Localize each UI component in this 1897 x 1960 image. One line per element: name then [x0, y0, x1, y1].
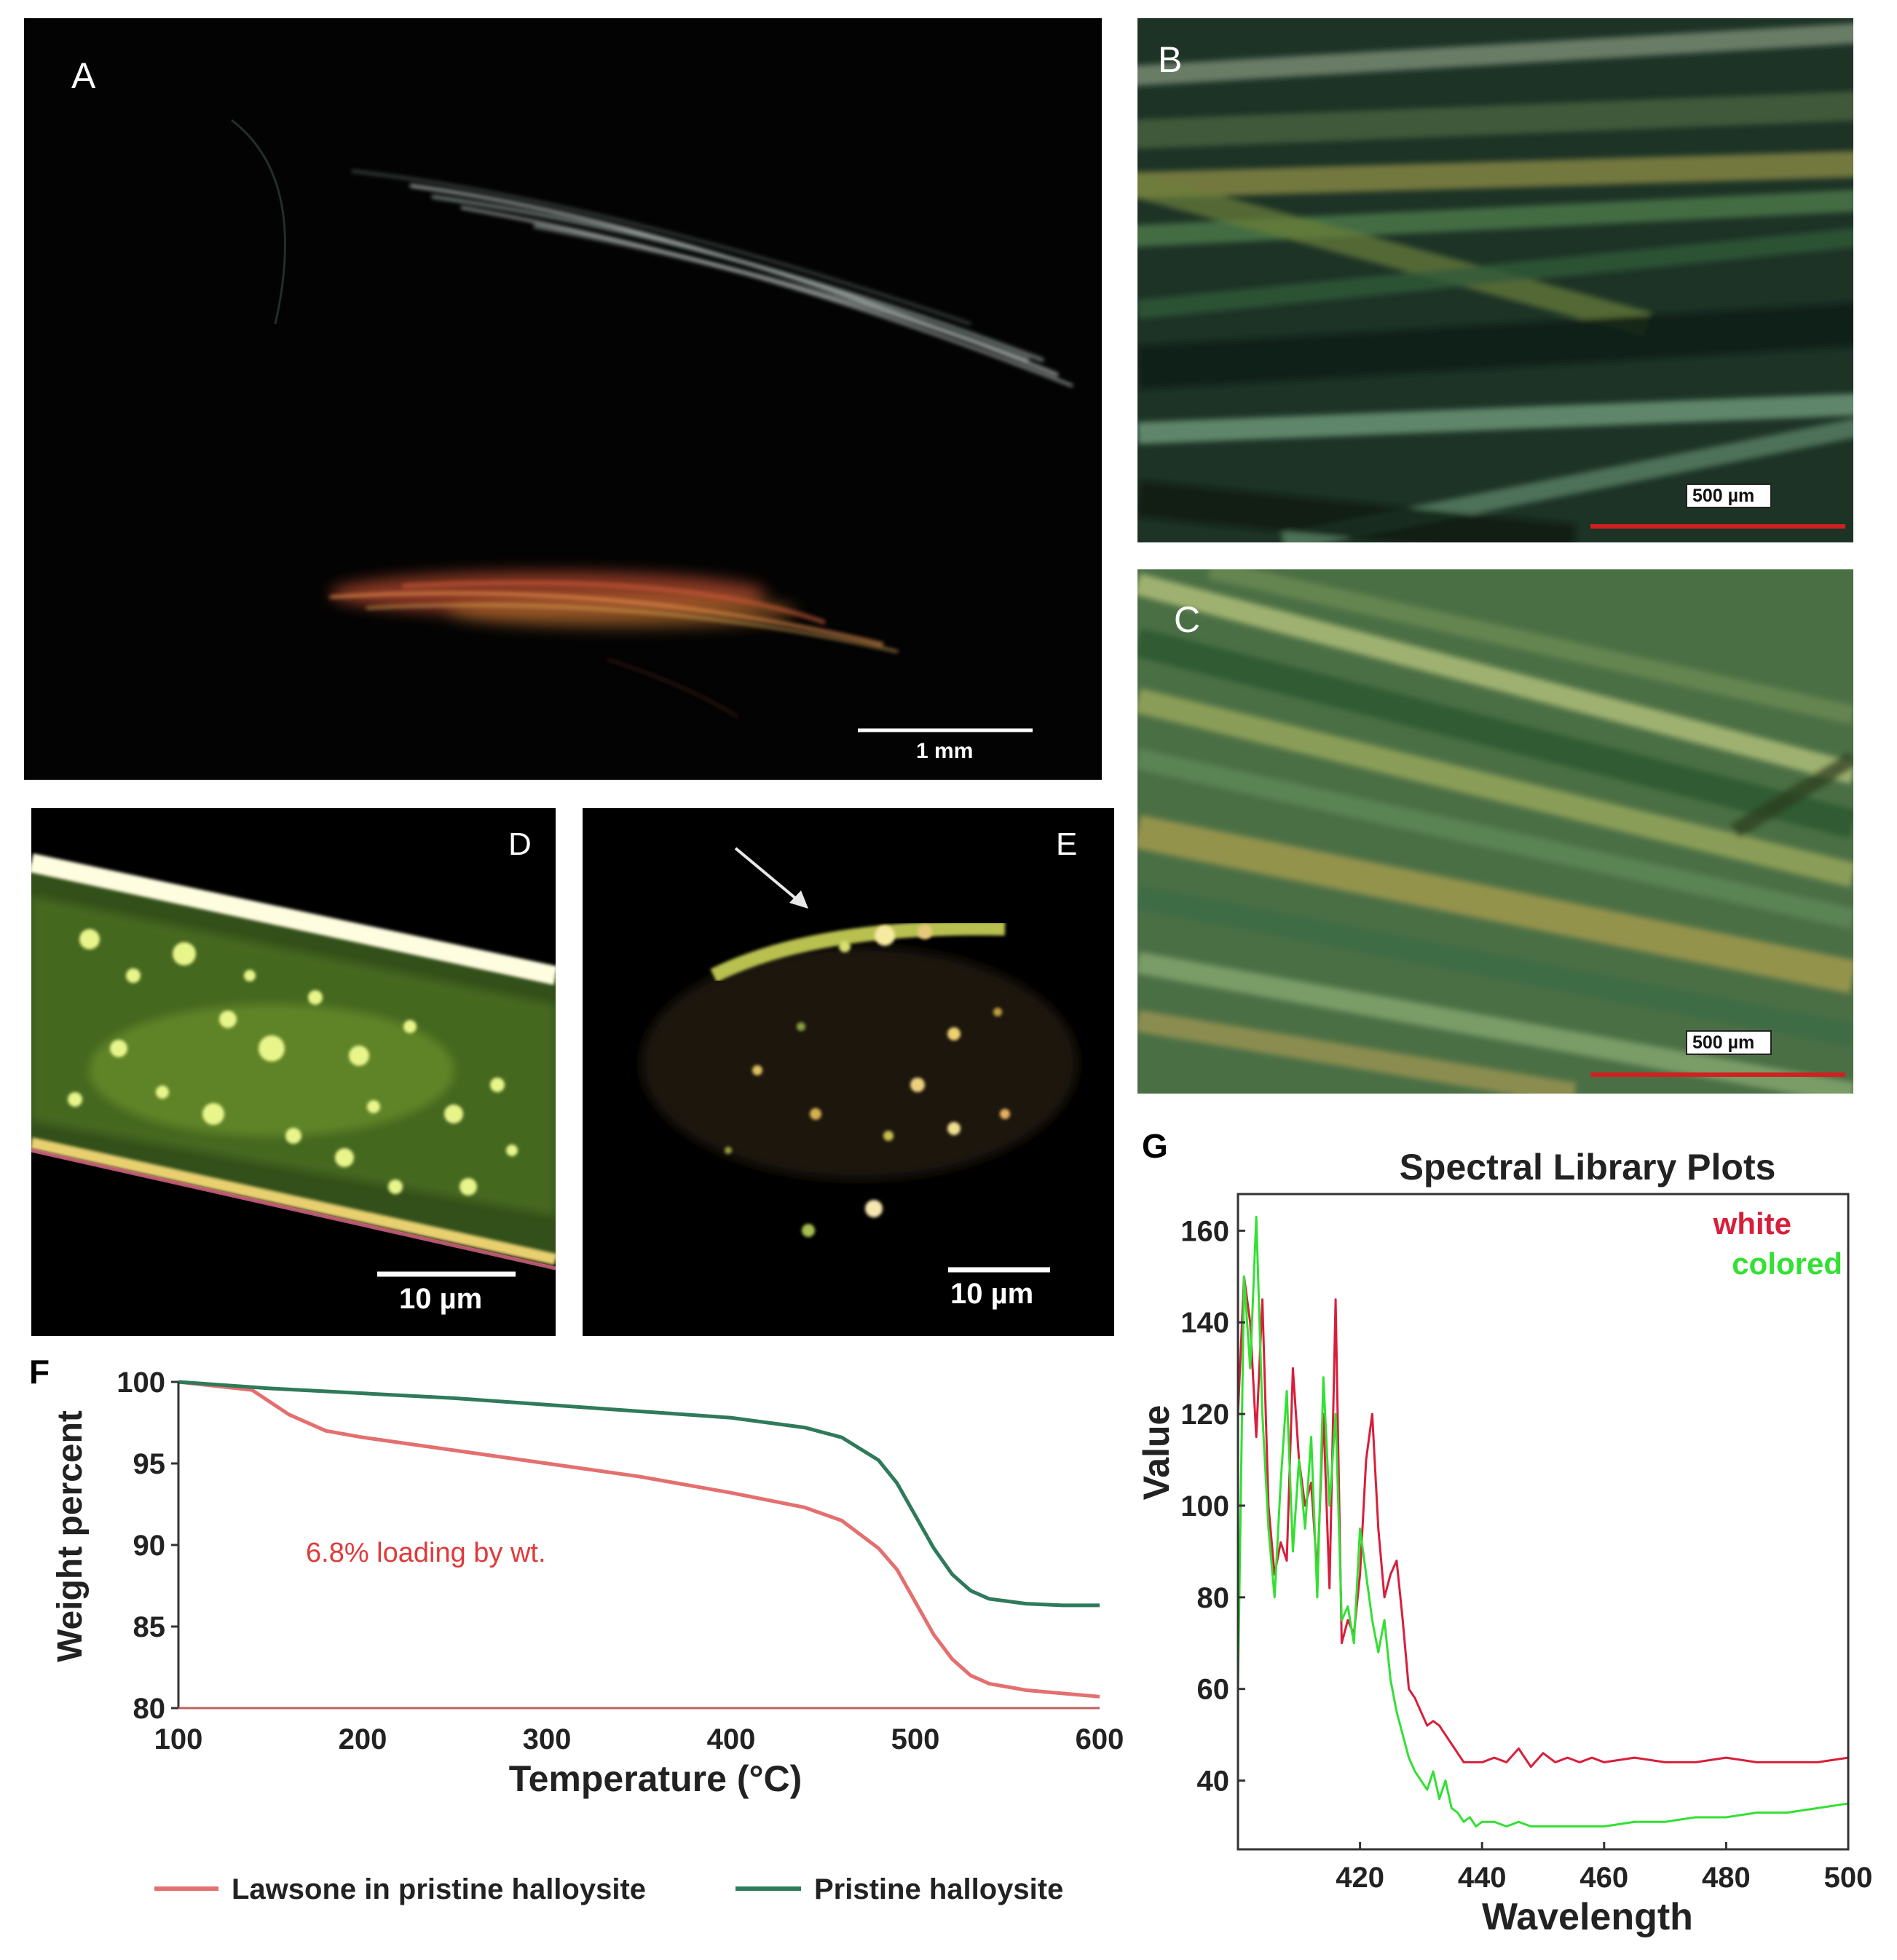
legend-label-pristine: Pristine halloysite: [814, 1873, 1063, 1905]
chart-g-xtick-label: 500: [1824, 1862, 1873, 1894]
scale-bar-label-b: 500 µm: [1692, 486, 1755, 506]
chart-f-series-pristine: [178, 1380, 1100, 1608]
chart-f-ytick-label: 95: [133, 1448, 166, 1480]
chart-g-xtick-label: 420: [1336, 1862, 1384, 1894]
chart-f-xtick-label: 200: [339, 1723, 387, 1755]
chart-g-xlabel: Wavelength: [1482, 1896, 1693, 1938]
chart-g-ytick-label: 60: [1197, 1674, 1230, 1706]
legend-label-white: white: [1713, 1206, 1791, 1241]
chart-g-series-colored: [1237, 1215, 1849, 1828]
chart-g-ytick-label: 80: [1197, 1582, 1230, 1614]
chart-g-xtick-label: 440: [1458, 1862, 1507, 1894]
scale-bar-label-e: 10 µm: [950, 1278, 1034, 1310]
micrograph-b: B 500 µm: [1137, 18, 1853, 542]
panel-label-d: D: [508, 826, 532, 862]
scale-bar-label-d: 10 µm: [399, 1283, 483, 1315]
chart-f-ytick-label: 80: [133, 1693, 166, 1725]
chart-g-plot-area: [1238, 1194, 1897, 1849]
micrograph-c: C 500 µm: [1137, 569, 1853, 1094]
micrograph-d: D 10 µm: [31, 808, 556, 1336]
panel-label-f: F: [29, 1353, 50, 1391]
chart-g-ytick-label: 140: [1180, 1307, 1229, 1339]
chart-g-ytick-label: 160: [1180, 1215, 1229, 1247]
legend-label-lawsone: Lawsone in pristine halloysite: [232, 1873, 646, 1905]
chart-g-ytick-label: 100: [1180, 1490, 1229, 1522]
scale-bar-label-a: 1 mm: [916, 739, 974, 763]
chart-g-ylabel: Value: [1136, 1405, 1177, 1501]
chart-g-ytick-label: 40: [1197, 1766, 1230, 1798]
chart-f-ytick-label: 90: [133, 1530, 166, 1562]
panel-label-b: B: [1158, 39, 1183, 80]
micrograph-a: A 1 mm: [24, 18, 1102, 780]
chart-f-xtick-label: 300: [523, 1723, 572, 1755]
panel-label-c: C: [1174, 599, 1201, 640]
panel-label-e: E: [1056, 826, 1078, 862]
chart-g-xtick-label: 460: [1579, 1862, 1628, 1894]
chart-f-series-lawsone: [178, 1380, 1100, 1699]
chart-f-xtick-label: 100: [154, 1723, 203, 1755]
legend-label-colored: colored: [1732, 1246, 1842, 1281]
chart-g-title: Spectral Library Plots: [1400, 1147, 1776, 1188]
chart-f-xtick-label: 500: [891, 1723, 940, 1755]
chart-f-xlabel: Temperature (°C): [509, 1758, 802, 1799]
chart-g-xtick-label: 480: [1702, 1862, 1751, 1894]
chart-f-ytick-label: 85: [133, 1611, 166, 1643]
chart-f-xtick-label: 600: [1076, 1723, 1124, 1755]
chart-g-series-white: [1237, 1275, 1849, 1769]
panel-label-a: A: [71, 55, 96, 96]
chart-g: G Spectral Library Plots 40 60 80 100 120 140…: [1136, 1127, 1897, 1938]
scale-bar-label-c: 500 µm: [1692, 1032, 1755, 1053]
chart-f-xtick-label: 400: [707, 1723, 756, 1755]
chart-f-ylabel: Weight percent: [51, 1410, 90, 1662]
chart-f: F 80 85 90 95 100 100 200 300 400 500 600 Weight p…: [29, 1353, 1124, 1905]
chart-g-ytick-label: 120: [1180, 1399, 1229, 1431]
chart-f-annotation: 6.8% loading by wt.: [306, 1538, 546, 1568]
chart-f-ytick-label: 100: [117, 1367, 165, 1399]
panel-label-g: G: [1142, 1127, 1168, 1165]
micrograph-e: E 10 µm: [583, 808, 1114, 1336]
